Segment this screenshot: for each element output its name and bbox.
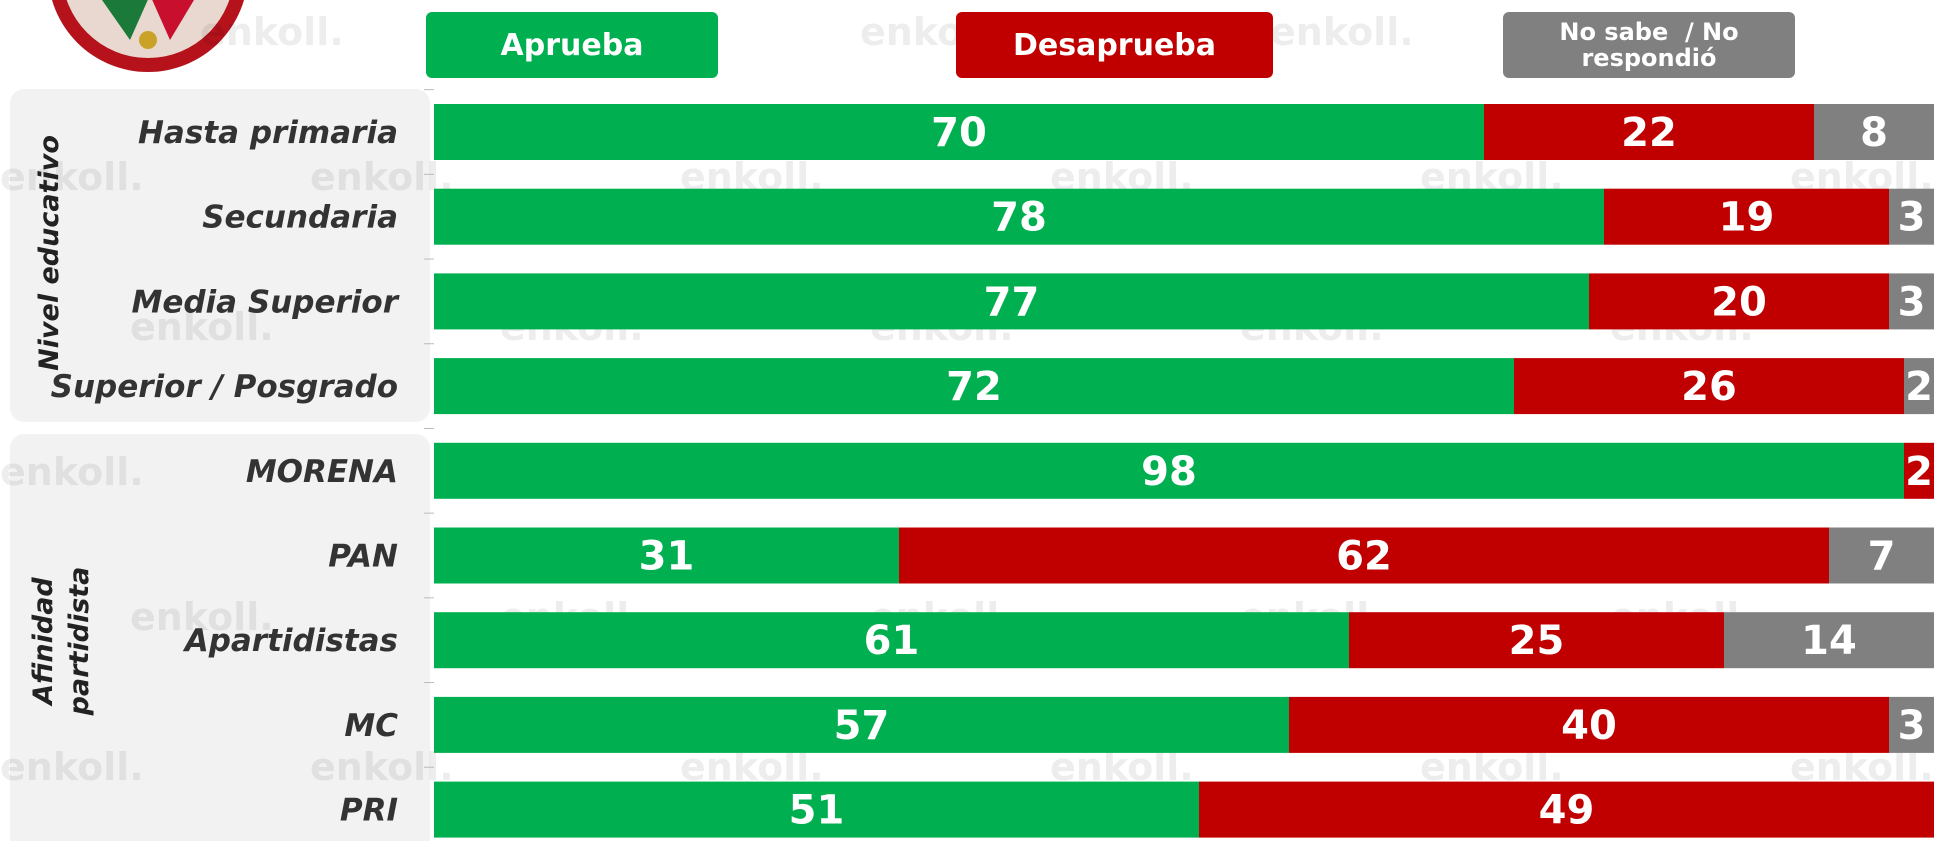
data-label: 40 bbox=[1561, 703, 1617, 749]
data-label: 3 bbox=[1898, 279, 1926, 325]
watermark: enkoll. bbox=[0, 155, 144, 199]
watermark: enkoll. bbox=[310, 155, 454, 199]
data-label: 7 bbox=[1868, 534, 1896, 580]
data-label: 61 bbox=[864, 618, 920, 664]
category-label: MORENA bbox=[246, 454, 398, 490]
data-label: 14 bbox=[1801, 618, 1857, 664]
data-label: 62 bbox=[1336, 534, 1392, 580]
data-label: 51 bbox=[789, 788, 845, 834]
data-label: 19 bbox=[1719, 195, 1775, 241]
group-label: Afinidad partidista bbox=[26, 511, 98, 771]
category-label: PAN bbox=[328, 539, 398, 575]
data-label: 31 bbox=[639, 534, 695, 580]
data-label: 2 bbox=[1905, 449, 1933, 495]
legend-item: Aprueba bbox=[426, 12, 718, 78]
watermark: enkoll. bbox=[200, 10, 344, 54]
group-label: Nivel educativo bbox=[32, 103, 68, 403]
category-label: Hasta primaria bbox=[138, 115, 398, 151]
category-label: Secundaria bbox=[202, 200, 398, 236]
category-label: Media Superior bbox=[131, 284, 399, 320]
watermark: enkoll. bbox=[1270, 10, 1414, 54]
data-label: 22 bbox=[1621, 110, 1677, 156]
chart: enkoll.enkoll.enkoll.enkoll.enkoll.enkol… bbox=[0, 0, 1934, 841]
data-label: 72 bbox=[946, 364, 1002, 410]
legend-item: Desaprueba bbox=[956, 12, 1273, 78]
data-label: 78 bbox=[991, 195, 1047, 241]
data-label: 20 bbox=[1711, 279, 1767, 325]
page: {"chart_data": {"type": "stacked-bar-hor… bbox=[0, 0, 1934, 841]
data-label: 57 bbox=[834, 703, 890, 749]
data-label: 8 bbox=[1860, 110, 1888, 156]
data-label: 77 bbox=[984, 279, 1040, 325]
data-label: 70 bbox=[931, 110, 987, 156]
category-label: Apartidistas bbox=[182, 623, 398, 659]
data-label: 98 bbox=[1141, 449, 1197, 495]
data-label: 3 bbox=[1898, 703, 1926, 749]
category-label: Superior / Posgrado bbox=[51, 369, 398, 405]
category-label: MC bbox=[344, 708, 398, 744]
watermark: enkoll. bbox=[0, 450, 144, 494]
data-label: 49 bbox=[1539, 788, 1595, 834]
data-label: 25 bbox=[1509, 618, 1565, 664]
legend-item: No sabe / No respondió bbox=[1503, 12, 1795, 78]
data-label: 26 bbox=[1681, 364, 1737, 410]
category-label: PRI bbox=[340, 793, 398, 829]
data-label: 3 bbox=[1898, 195, 1926, 241]
data-label: 2 bbox=[1905, 364, 1933, 410]
